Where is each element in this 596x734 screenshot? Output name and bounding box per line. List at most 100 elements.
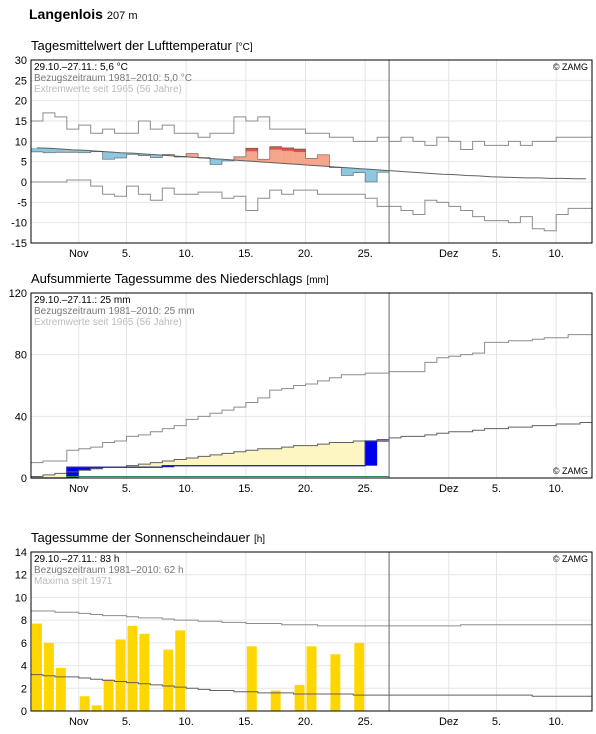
precip-deviation-area <box>269 448 282 466</box>
normal-sunshine-line <box>31 674 592 697</box>
temperature-anomaly-bar <box>114 152 127 159</box>
y-tick-label: 0 <box>21 177 27 189</box>
y-tick-label: 6 <box>21 638 27 650</box>
temperature-record-mark <box>293 149 306 153</box>
precip-deviation-area <box>221 453 235 466</box>
y-tick-label: 80 <box>15 350 27 362</box>
min-extreme-line <box>31 179 592 232</box>
temperature-anomaly-bar <box>162 154 175 156</box>
sunshine-bar <box>270 690 281 711</box>
x-tick-label: 5. <box>122 483 131 495</box>
x-tick-label: 20. <box>298 483 313 495</box>
precip-deviation-area <box>54 473 68 478</box>
temperature-anomaly-bar <box>245 148 258 162</box>
y-tick-label: 8 <box>21 615 27 627</box>
x-tick-label: Nov <box>69 483 89 495</box>
temperature-anomaly-bar <box>210 158 222 165</box>
temperature-anomaly-bar <box>42 148 55 153</box>
daily-precip-bar <box>66 467 79 478</box>
actual-cumulative-line <box>31 440 390 479</box>
precip-deviation-area <box>353 441 366 466</box>
precip-deviation-area <box>150 462 163 468</box>
x-tick-label: 10. <box>179 483 194 495</box>
y-tick-label: 0 <box>21 706 27 718</box>
temperature-anomaly-bar <box>257 159 270 163</box>
temperature-anomaly-bar <box>150 154 163 158</box>
temperature-record-mark <box>245 148 258 152</box>
x-tick-label: 25. <box>358 248 373 260</box>
sunshine-bar <box>354 642 365 711</box>
precip-deviation-area <box>233 451 247 466</box>
daily-precip-bar <box>365 441 378 466</box>
precip-deviation-area <box>317 444 330 466</box>
precip-deviation-area <box>174 459 187 466</box>
precip-deviation-area <box>42 474 56 478</box>
chart-title-text: Aufsummierte Tagessumme des Niederschlag… <box>31 271 303 286</box>
plot-frame <box>30 551 593 712</box>
info-line-3: Extremwerte seit 1965 (56 Jahre) <box>34 317 182 328</box>
y-tick-label: 4 <box>21 661 27 673</box>
y-tick-label: 0 <box>21 473 27 485</box>
y-tick-label: -15 <box>11 238 27 250</box>
precip-deviation-area <box>138 464 151 468</box>
chart-unit: [°C] <box>236 42 253 53</box>
sunshine-bar <box>55 667 66 711</box>
precip-deviation-area <box>257 448 271 466</box>
x-tick-label: 25. <box>358 483 373 495</box>
station-elevation: 207 m <box>107 10 138 22</box>
precip-deviation-area <box>90 467 103 469</box>
copyright-label: © ZAMG <box>553 466 588 476</box>
temperature-anomaly-bar <box>365 169 378 182</box>
sunshine-bar <box>306 646 317 711</box>
station-name: Langenlois <box>29 6 103 22</box>
sunshine-bar <box>246 646 257 711</box>
precip-deviation-area <box>210 454 223 466</box>
x-tick-label: Dez <box>439 483 459 495</box>
temperature-record-mark <box>269 146 282 150</box>
chart-panel-1: Tagesmittelwert der Lufttemperatur [°C] -1… <box>11 38 593 260</box>
precip-deviation-area <box>305 445 318 466</box>
temperature-anomaly-bar <box>293 149 306 165</box>
temperature-anomaly-bar <box>353 168 366 173</box>
temperature-anomaly-bar <box>233 156 246 161</box>
x-tick-label: 15. <box>238 248 253 260</box>
y-tick-label: 10 <box>15 592 27 604</box>
precip-deviation-area <box>31 476 44 478</box>
plot-frame <box>30 292 593 479</box>
chart-unit: [mm] <box>306 275 328 286</box>
info-line-2: Bezugszeitraum 1981–2010: 25 mm <box>34 306 195 317</box>
precip-deviation-area <box>377 439 390 441</box>
x-tick-label: 5. <box>492 483 501 495</box>
temperature-anomaly-bar <box>269 146 282 163</box>
chart-panel-2: Aufsummierte Tagessumme des Niederschlag… <box>9 271 593 495</box>
y-tick-label: 30 <box>15 55 27 67</box>
precip-deviation-area <box>186 457 199 466</box>
x-tick-label: 10. <box>549 248 564 260</box>
temperature-anomaly-bar <box>102 151 115 160</box>
x-tick-label: Dez <box>439 716 459 728</box>
chart-unit: [h] <box>254 534 265 545</box>
temperature-anomaly-bar <box>78 150 91 153</box>
chart-title: Tagessumme der Sonnenscheindauer [h] <box>31 530 265 545</box>
y-tick-label: 40 <box>15 411 27 423</box>
x-tick-label: 15. <box>238 483 253 495</box>
y-tick-label: 12 <box>15 570 27 582</box>
info-line-3: Maxima seit 1971 <box>34 576 113 587</box>
precip-deviation-area <box>78 467 91 471</box>
sunshine-bar <box>163 649 174 711</box>
x-tick-label: 15. <box>238 716 253 728</box>
temperature-anomaly-bar <box>186 153 199 158</box>
chart-title: Tagesmittelwert der Lufttemperatur [°C] <box>31 38 253 53</box>
y-tick-label: -10 <box>11 218 27 230</box>
sunshine-bar <box>43 642 54 711</box>
y-tick-label: 20 <box>15 96 27 108</box>
precip-deviation-area <box>329 442 342 466</box>
precip-deviation-area <box>245 450 259 466</box>
max-extreme-line <box>31 112 592 150</box>
precip-deviation-area <box>293 445 306 466</box>
info-line-1: 29.10.–27.11.: 5,6 °C <box>34 62 128 73</box>
sunshine-bar <box>330 654 341 711</box>
temperature-anomaly-bar <box>305 158 318 166</box>
temperature-anomaly-bar <box>281 147 294 164</box>
